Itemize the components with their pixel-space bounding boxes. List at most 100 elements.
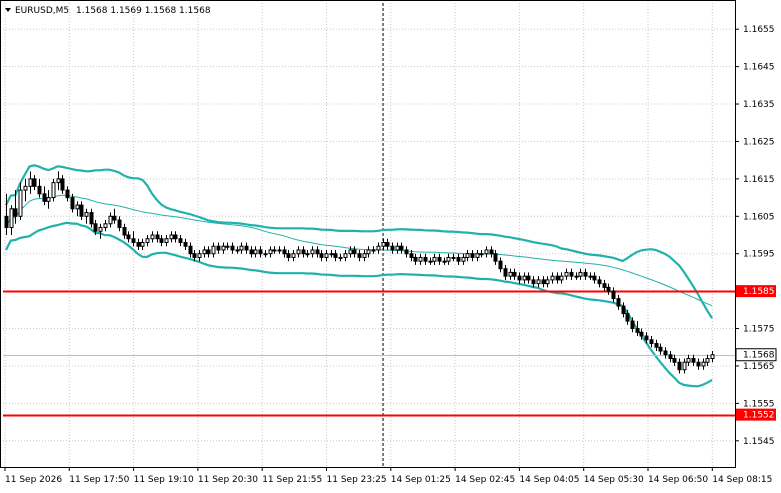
time-tick-label: 11 Sep 19:10: [134, 475, 194, 485]
candle-body: [183, 241, 188, 247]
candle: [663, 347, 668, 359]
candle: [381, 238, 386, 250]
candle-body: [545, 279, 550, 285]
candle-body: [9, 208, 14, 229]
time-tick-label: 14 Sep 02:45: [455, 475, 515, 485]
price-tick-label: 1.1575: [743, 325, 775, 335]
candle: [28, 171, 33, 194]
candle-body: [84, 212, 89, 217]
candle: [432, 253, 437, 265]
candle-body: [155, 234, 160, 240]
candle-body: [635, 328, 640, 333]
price-tick-label: 1.1625: [743, 137, 775, 147]
candle: [315, 246, 320, 258]
candle-body: [446, 256, 451, 262]
time-tick-label: 14 Sep 05:30: [584, 475, 644, 485]
candle: [32, 175, 37, 191]
candle: [291, 249, 296, 262]
price-tick-label: 1.1605: [743, 212, 775, 222]
candle: [672, 354, 677, 366]
candle-body: [98, 227, 103, 232]
candle-body: [418, 256, 423, 262]
candle-body: [348, 249, 353, 255]
ohlc-values: 1.1568 1.1569 1.1568 1.1568: [76, 6, 211, 16]
candle: [37, 178, 42, 198]
candle: [644, 332, 649, 344]
candle: [578, 268, 583, 280]
candle: [42, 186, 47, 206]
candle: [602, 279, 607, 292]
candle-body: [253, 249, 258, 255]
candle-body: [404, 249, 409, 255]
candle-body: [362, 253, 367, 258]
candle-body: [625, 313, 630, 322]
candle: [89, 208, 94, 228]
candle-body: [202, 249, 207, 255]
candle-body: [230, 245, 235, 251]
candle-body: [65, 189, 70, 199]
candle-body: [216, 245, 221, 251]
candle-body: [442, 260, 447, 263]
candle-body: [701, 361, 706, 367]
candle: [305, 249, 310, 258]
candle: [522, 272, 527, 284]
candle-body: [272, 249, 277, 252]
level-price-tag-bg: [736, 408, 776, 421]
candle-body: [324, 253, 329, 258]
candle: [705, 354, 710, 366]
candle-body: [188, 245, 193, 255]
candle-body: [710, 354, 715, 359]
price-axis[interactable]: 1.1655 1.1645 1.1635 1.1625 1.1615 1.1605 1.15…: [735, 25, 775, 447]
candle-body: [343, 253, 348, 258]
candle: [108, 212, 113, 228]
candle: [517, 272, 522, 284]
candle-body: [588, 275, 593, 278]
candle-body: [89, 212, 94, 225]
candle: [409, 249, 414, 262]
candle-body: [13, 208, 18, 217]
candle: [621, 302, 626, 318]
candle: [4, 193, 9, 235]
candle: [630, 317, 635, 333]
candle-body: [357, 253, 362, 258]
candle: [550, 272, 555, 284]
candle-body: [60, 178, 65, 191]
candle: [282, 246, 287, 258]
candle: [230, 242, 235, 254]
time-tick-label: 11 Sep 17:50: [69, 475, 129, 485]
candle-body: [658, 346, 663, 352]
candle: [155, 231, 160, 243]
candle-body: [428, 260, 433, 263]
candle-body: [371, 249, 376, 252]
candle-body: [51, 182, 56, 199]
candle-body: [333, 253, 338, 258]
candle: [188, 242, 193, 258]
candle-body: [512, 271, 517, 277]
time-axis[interactable]: 11 Sep 2026 11 Sep 17:50 11 Sep 19:10 11 Se…: [4, 467, 772, 485]
candle: [451, 253, 456, 262]
triangle-down-icon[interactable]: [5, 8, 11, 12]
candle-body: [117, 219, 122, 229]
candle-body: [456, 256, 461, 262]
candle: [324, 249, 329, 262]
time-tick-label: 14 Sep 01:25: [391, 475, 451, 485]
candle: [498, 257, 503, 273]
candle: [310, 246, 315, 258]
candle: [60, 175, 65, 194]
candle: [413, 253, 418, 265]
candle-body: [616, 298, 621, 307]
candle: [357, 249, 362, 262]
candle-body: [484, 249, 489, 255]
candle-body: [136, 241, 141, 247]
candle: [75, 201, 80, 217]
candle: [710, 351, 715, 363]
symbol-name: EURUSD,M5: [15, 6, 69, 16]
candle-body: [159, 238, 164, 243]
candle-body: [385, 241, 390, 247]
price-tick-label: 1.1565: [743, 362, 775, 372]
candle-body: [390, 245, 395, 251]
candle-body: [305, 253, 310, 256]
candle: [164, 235, 169, 247]
